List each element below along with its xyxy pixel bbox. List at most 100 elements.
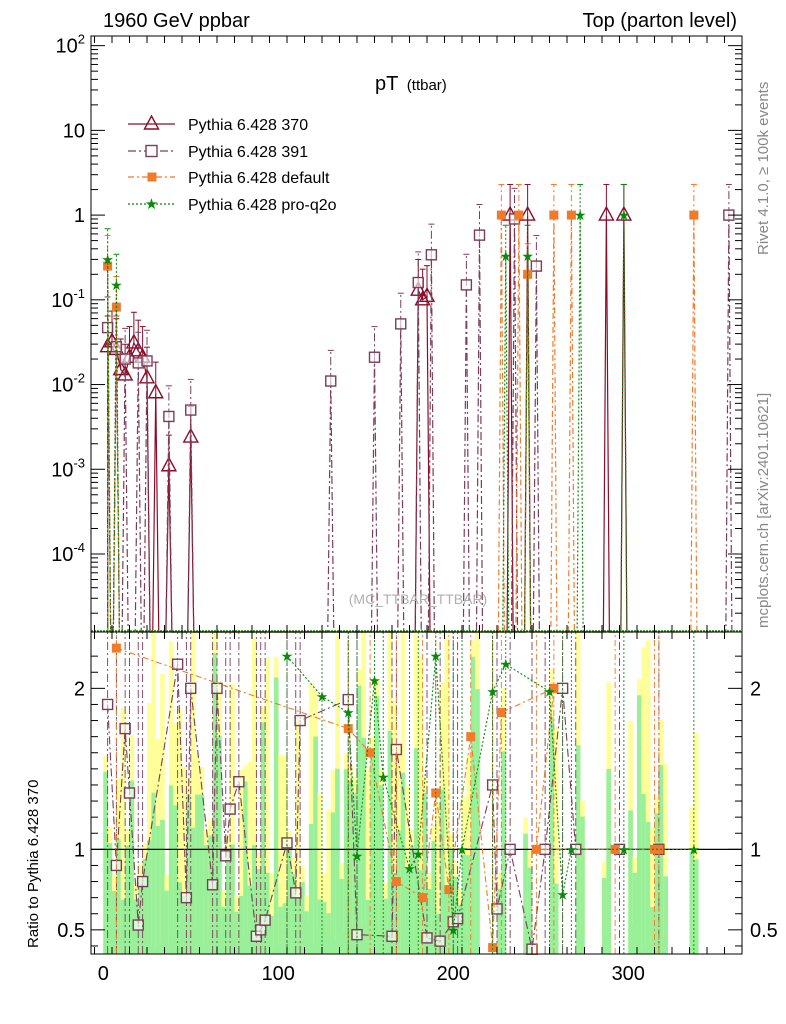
header-right-title: Top (parton level) bbox=[582, 10, 737, 32]
main-point-marker bbox=[460, 279, 473, 291]
ratio-band-green bbox=[247, 885, 253, 954]
legend-square-marker bbox=[145, 144, 158, 158]
ratio-point-marker bbox=[233, 776, 245, 788]
ratio-band-green bbox=[173, 805, 178, 954]
ratio-point-marker bbox=[444, 885, 454, 895]
ratio-band-yellow bbox=[645, 640, 651, 947]
ratio-band-green bbox=[427, 889, 432, 954]
legend-entry-default: Pythia 6.428 default bbox=[128, 170, 330, 187]
ratio-band-green bbox=[129, 780, 135, 954]
ratio-point-marker bbox=[171, 658, 184, 670]
ratio-point-marker: ★ bbox=[351, 849, 364, 865]
ratio-point-marker bbox=[224, 803, 236, 815]
ratio-point-marker: ★ bbox=[377, 770, 390, 786]
ratio-band-green bbox=[339, 878, 345, 954]
main-point-marker bbox=[141, 355, 153, 367]
ratio-band-green bbox=[107, 843, 113, 954]
ratio-band-green bbox=[238, 895, 244, 954]
ratio-band-yellow bbox=[160, 673, 165, 943]
ratio-band-green bbox=[400, 772, 406, 954]
ratio-point-marker bbox=[496, 708, 506, 717]
main-y-tick-label: 10-2 bbox=[51, 371, 85, 397]
main-point-marker bbox=[473, 229, 486, 241]
ratio-point-marker bbox=[132, 919, 144, 931]
main-point-marker bbox=[412, 276, 424, 289]
ratio-band-green bbox=[466, 855, 472, 954]
ratio-band-green bbox=[203, 845, 209, 954]
ratio-band-green bbox=[164, 890, 170, 954]
ratio-point-marker: ★ bbox=[447, 923, 460, 939]
ratio-point-marker bbox=[290, 887, 302, 899]
ratio-band-green bbox=[361, 737, 367, 954]
main-point-marker bbox=[125, 333, 143, 349]
ratio-band-green bbox=[116, 839, 122, 954]
ratio-band-yellow bbox=[693, 732, 699, 936]
ratio-band-green bbox=[138, 878, 143, 954]
ratio-band-green bbox=[151, 792, 157, 954]
tick-base: 10 bbox=[51, 375, 73, 397]
legend-filled-square-marker bbox=[147, 172, 157, 182]
ratio-band-yellow bbox=[392, 701, 397, 948]
ratio-point-marker: ★ bbox=[429, 649, 442, 665]
ratio-band-green bbox=[632, 872, 638, 954]
ratio-band-green bbox=[405, 868, 410, 954]
legend-entry-p391: Pythia 6.428 391 bbox=[128, 144, 308, 161]
main-point-marker bbox=[163, 410, 175, 423]
ratio-point-marker: ★ bbox=[486, 685, 499, 701]
main-point-marker bbox=[325, 375, 337, 387]
ratio-band-yellow bbox=[553, 727, 559, 932]
ratio-point-marker bbox=[654, 844, 664, 854]
main-point-marker bbox=[395, 318, 407, 330]
ratio-band-green bbox=[663, 876, 668, 954]
ratio-point-marker bbox=[610, 844, 620, 854]
ratio-point-marker bbox=[180, 891, 193, 904]
tick-exponent: -2 bbox=[73, 371, 85, 386]
main-point-marker bbox=[147, 383, 164, 399]
ratio-point-marker bbox=[101, 698, 114, 711]
ratio-band-green bbox=[422, 792, 428, 954]
ratio-band-green bbox=[497, 888, 502, 954]
main-point-marker: ★ bbox=[499, 249, 512, 265]
main-point-marker bbox=[119, 353, 131, 365]
ratio-point-marker: ★ bbox=[499, 657, 512, 673]
ratio-band-green bbox=[475, 689, 480, 954]
ratio-band-green bbox=[300, 882, 305, 954]
ratio-band-yellow bbox=[326, 809, 332, 935]
ratio-band-yellow bbox=[151, 632, 157, 947]
ratio-band-green bbox=[313, 736, 318, 954]
ratio-series-line bbox=[286, 655, 694, 930]
ratio-point-marker: ★ bbox=[456, 842, 469, 858]
ratio-point-marker: ★ bbox=[368, 673, 381, 689]
ratio-band-green bbox=[637, 695, 642, 954]
ratio-band-green bbox=[195, 794, 200, 954]
ratio-point-marker bbox=[220, 850, 232, 862]
ratio-band-green bbox=[413, 748, 419, 954]
ratio-band-green bbox=[160, 819, 165, 954]
ratio-y-tick-label-right: 0.5 bbox=[750, 920, 778, 942]
ratio-band-green bbox=[693, 859, 699, 954]
ratio-band-green bbox=[602, 877, 607, 954]
ratio-band-yellow bbox=[466, 755, 472, 934]
ratio-band-green bbox=[225, 851, 231, 954]
legend-entry-proq2o: ★ Pythia 6.428 pro-q2o bbox=[128, 195, 337, 214]
ratio-band-green bbox=[322, 901, 327, 954]
main-y-tick-label: 10-4 bbox=[51, 540, 85, 566]
ratio-band-yellow bbox=[317, 793, 323, 926]
ratio-band-yellow bbox=[120, 707, 126, 938]
ratio-band-green bbox=[387, 730, 393, 954]
ratio-band-green bbox=[357, 685, 362, 954]
ratio-band-green bbox=[230, 844, 235, 954]
main-point-marker: ★ bbox=[618, 208, 631, 224]
main-y-tick-label: 102 bbox=[56, 32, 85, 58]
ratio-band-green bbox=[190, 827, 196, 954]
x-tick-label: 300 bbox=[612, 963, 645, 985]
ratio-band-green bbox=[650, 907, 655, 954]
ratio-band-green bbox=[523, 833, 528, 954]
ratio-band-yellow bbox=[295, 716, 301, 942]
ratio-point-marker bbox=[434, 935, 446, 947]
legend-label-p391: Pythia 6.428 391 bbox=[188, 144, 308, 161]
ratio-point-marker bbox=[294, 714, 306, 727]
ratio-point-marker bbox=[206, 879, 219, 891]
ratio-uncertainty-bands bbox=[103, 632, 699, 954]
ratio-band-yellow bbox=[418, 657, 423, 943]
